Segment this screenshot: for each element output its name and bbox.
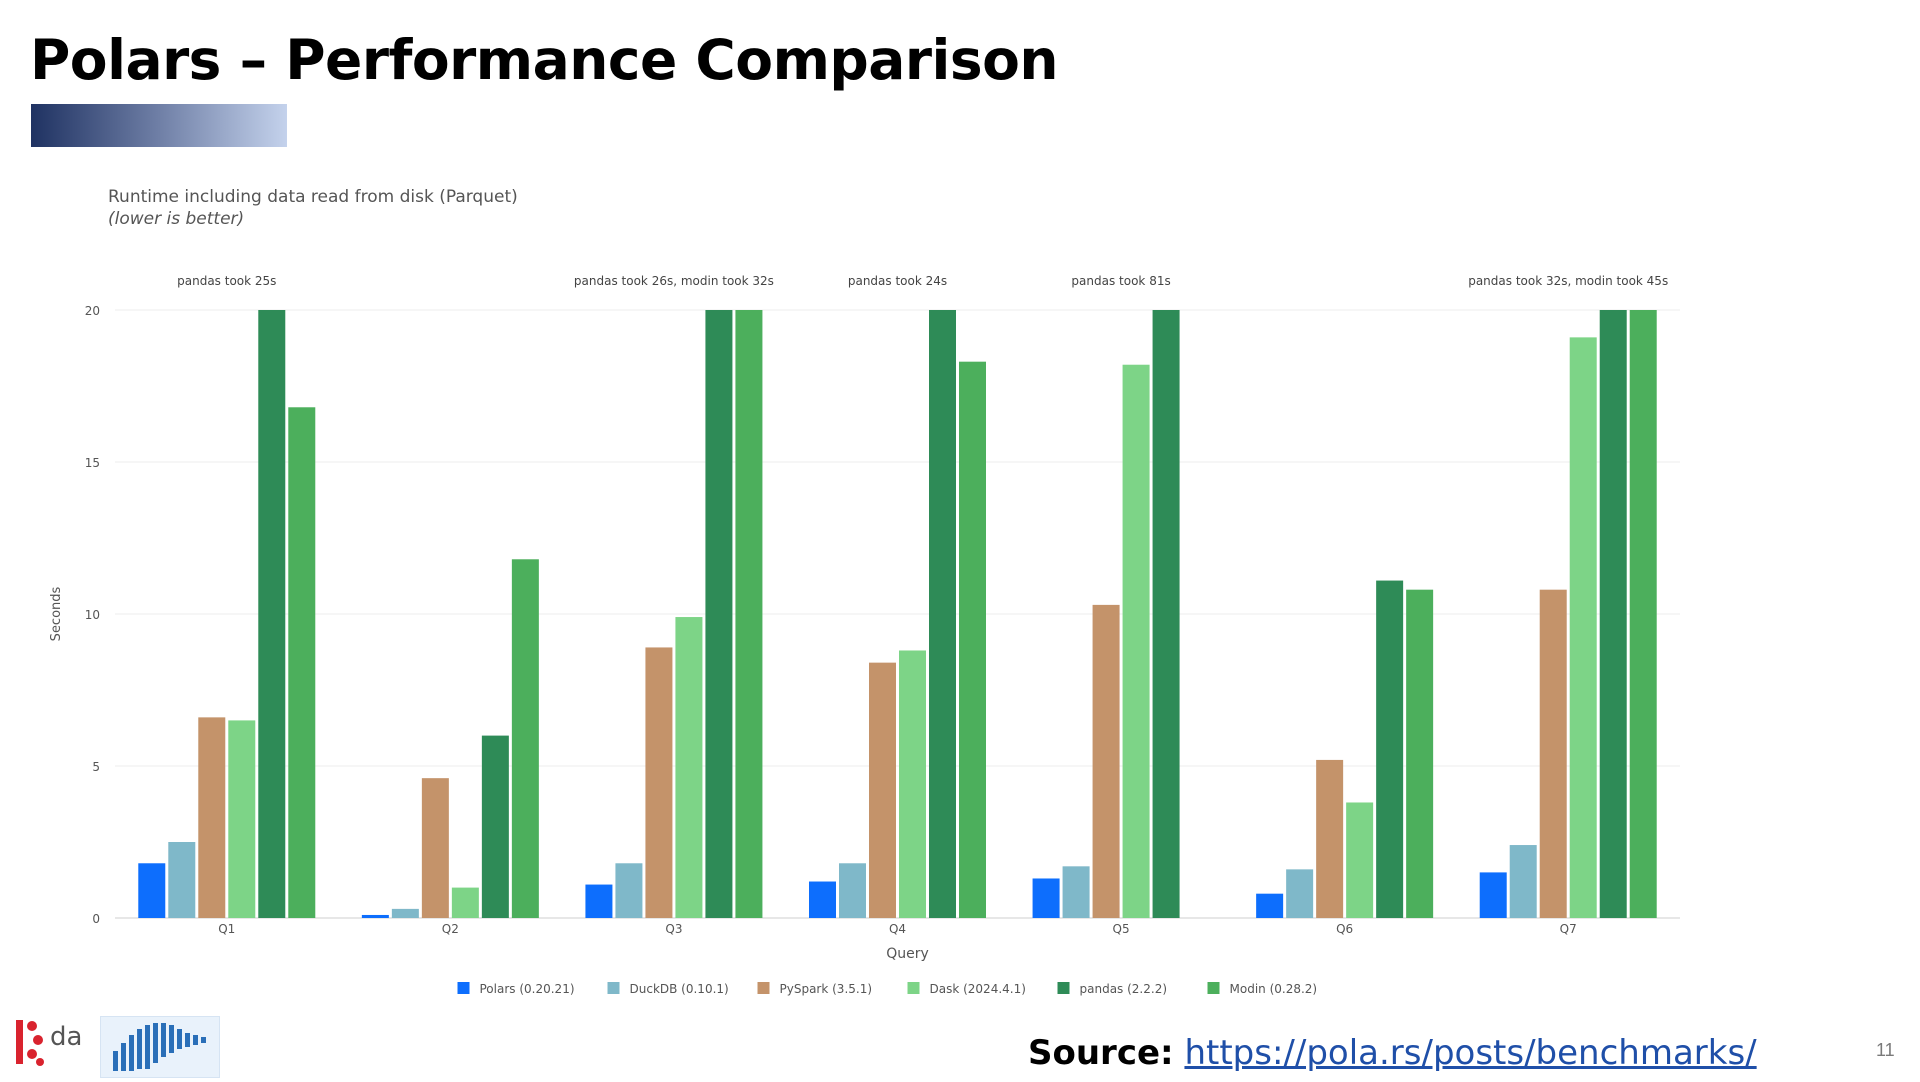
bar [511,559,539,918]
bar [1569,337,1597,918]
x-tick-label: Q3 [665,922,682,936]
bar [645,647,673,918]
y-tick-label: 15 [85,456,100,470]
x-tick-label: Q2 [442,922,459,936]
da-logo-text-icon: da [50,1022,83,1052]
y-tick-label: 0 [92,912,100,926]
bar [899,650,926,918]
legend-swatch [757,982,770,994]
x-tick-label: Q6 [1336,922,1353,936]
bar [839,863,866,918]
x-tick-label: Q5 [1113,922,1130,936]
bar [959,361,986,918]
legend-swatch [907,982,920,994]
legend-swatch [607,982,620,994]
source-link[interactable]: https://pola.rs/posts/benchmarks/ [1184,1033,1757,1073]
x-tick-label: Q4 [889,922,906,936]
chart-annotation: pandas took 32s, modin took 45s [1468,274,1668,288]
bar [809,881,836,918]
bar [1376,580,1404,918]
bar [1479,872,1507,918]
bar [138,863,166,918]
bar [258,310,286,918]
x-tick-label: Q7 [1560,922,1577,936]
bar [1316,759,1344,918]
bar [1152,310,1180,918]
bar [1032,878,1060,918]
x-axis-label: Query [886,946,929,962]
bar [361,914,389,918]
bar [1539,589,1567,918]
da-logo: da [12,1016,82,1068]
y-tick-label: 5 [92,760,100,774]
bar [1629,310,1657,918]
bar [615,863,643,918]
chart-annotation: pandas took 24s [848,274,947,288]
chart-annotation: pandas took 26s, modin took 32s [574,274,774,288]
source-label: Source: [1028,1033,1174,1073]
bar [228,720,256,918]
bar [198,717,226,918]
y-axis-label: Seconds [49,586,64,641]
legend-label: DuckDB (0.10.1) [630,982,729,996]
bar [1122,364,1150,919]
chart-annotation: pandas took 25s [177,274,276,288]
chart-subtitle: (lower is better) [108,209,244,229]
chart-title: Runtime including data read from disk (P… [108,187,518,207]
polars-bear-icon [113,1023,206,1071]
bar [421,778,449,918]
bar [1092,604,1120,918]
bar [1599,310,1627,918]
bar [1346,802,1374,918]
bar [481,735,509,918]
bar [585,884,613,918]
legend-label: Polars (0.20.21) [480,982,575,996]
bar [288,407,316,918]
x-tick-label: Q1 [218,922,235,936]
legend-swatch [457,982,470,994]
bar [1509,845,1537,918]
legend-label: pandas (2.2.2) [1080,982,1168,996]
legend-swatch [1207,982,1220,994]
bar [705,310,733,918]
bar [929,310,956,918]
legend-swatch [1057,982,1070,994]
page-number: 11 [1876,1040,1895,1060]
legend-label: Modin (0.28.2) [1230,982,1318,996]
slide-title: Polars – Performance Comparison [30,28,1059,92]
chart-annotation: pandas took 81s [1071,274,1170,288]
y-tick-label: 10 [85,608,100,622]
polars-bear-logo [100,1016,220,1078]
bar [675,617,703,918]
y-tick-label: 20 [85,304,100,318]
legend-label: Dask (2024.4.1) [930,982,1026,996]
bar [1406,589,1434,918]
source-citation: Source: https://pola.rs/posts/benchmarks… [1028,1033,1757,1073]
bar [168,842,196,918]
bar [391,908,419,918]
bar [735,310,763,918]
bar [1062,866,1090,918]
bar [869,662,896,918]
benchmark-bar-chart: Runtime including data read from disk (P… [49,187,1680,996]
legend-label: PySpark (3.5.1) [780,982,873,996]
da-logo-mark-icon [16,1020,44,1066]
bar [1256,893,1284,918]
title-gradient-bar [31,104,287,147]
bar [451,887,479,918]
bar [1286,869,1314,918]
